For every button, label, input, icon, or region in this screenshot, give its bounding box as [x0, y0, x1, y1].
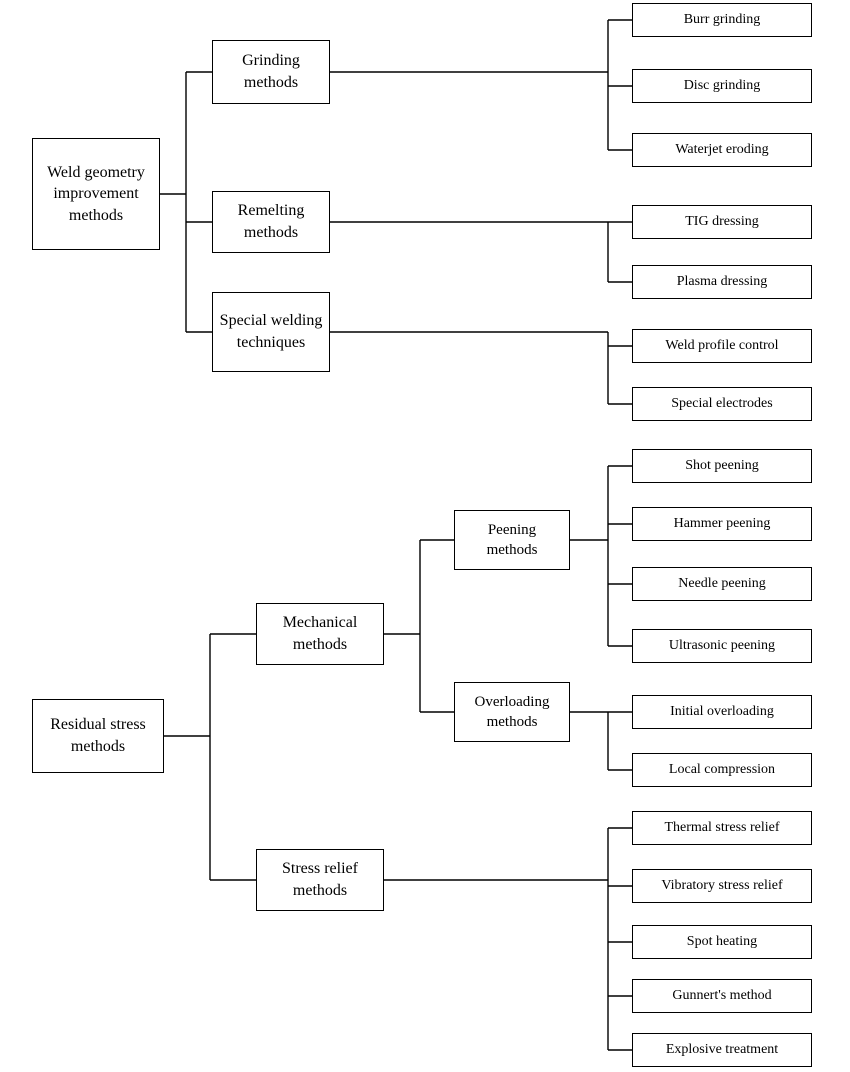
node-tig: TIG dressing — [632, 205, 812, 239]
node-ultrasonic: Ultrasonic peening — [632, 629, 812, 663]
node-peening: Peening methods — [454, 510, 570, 570]
node-local_comp: Local compression — [632, 753, 812, 787]
node-overloading: Overloading methods — [454, 682, 570, 742]
node-stress_relief: Stress relief methods — [256, 849, 384, 911]
node-remelting: Remelting methods — [212, 191, 330, 253]
node-initial_over: Initial overloading — [632, 695, 812, 729]
node-burr: Burr grinding — [632, 3, 812, 37]
node-plasma: Plasma dressing — [632, 265, 812, 299]
node-spot: Spot heating — [632, 925, 812, 959]
node-hammer: Hammer peening — [632, 507, 812, 541]
node-residual_root: Residual stress methods — [32, 699, 164, 773]
node-needle: Needle peening — [632, 567, 812, 601]
node-special_weld: Special welding techniques — [212, 292, 330, 372]
node-waterjet: Waterjet eroding — [632, 133, 812, 167]
node-mechanical: Mechanical methods — [256, 603, 384, 665]
node-disc: Disc grinding — [632, 69, 812, 103]
node-grinding: Grinding methods — [212, 40, 330, 104]
node-electrodes: Special electrodes — [632, 387, 812, 421]
node-shot: Shot peening — [632, 449, 812, 483]
node-weld_root: Weld geometry improvement methods — [32, 138, 160, 250]
node-explosive: Explosive treatment — [632, 1033, 812, 1067]
node-gunnert: Gunnert's method — [632, 979, 812, 1013]
node-thermal: Thermal stress relief — [632, 811, 812, 845]
node-weld_profile: Weld profile control — [632, 329, 812, 363]
node-vibratory: Vibratory stress relief — [632, 869, 812, 903]
